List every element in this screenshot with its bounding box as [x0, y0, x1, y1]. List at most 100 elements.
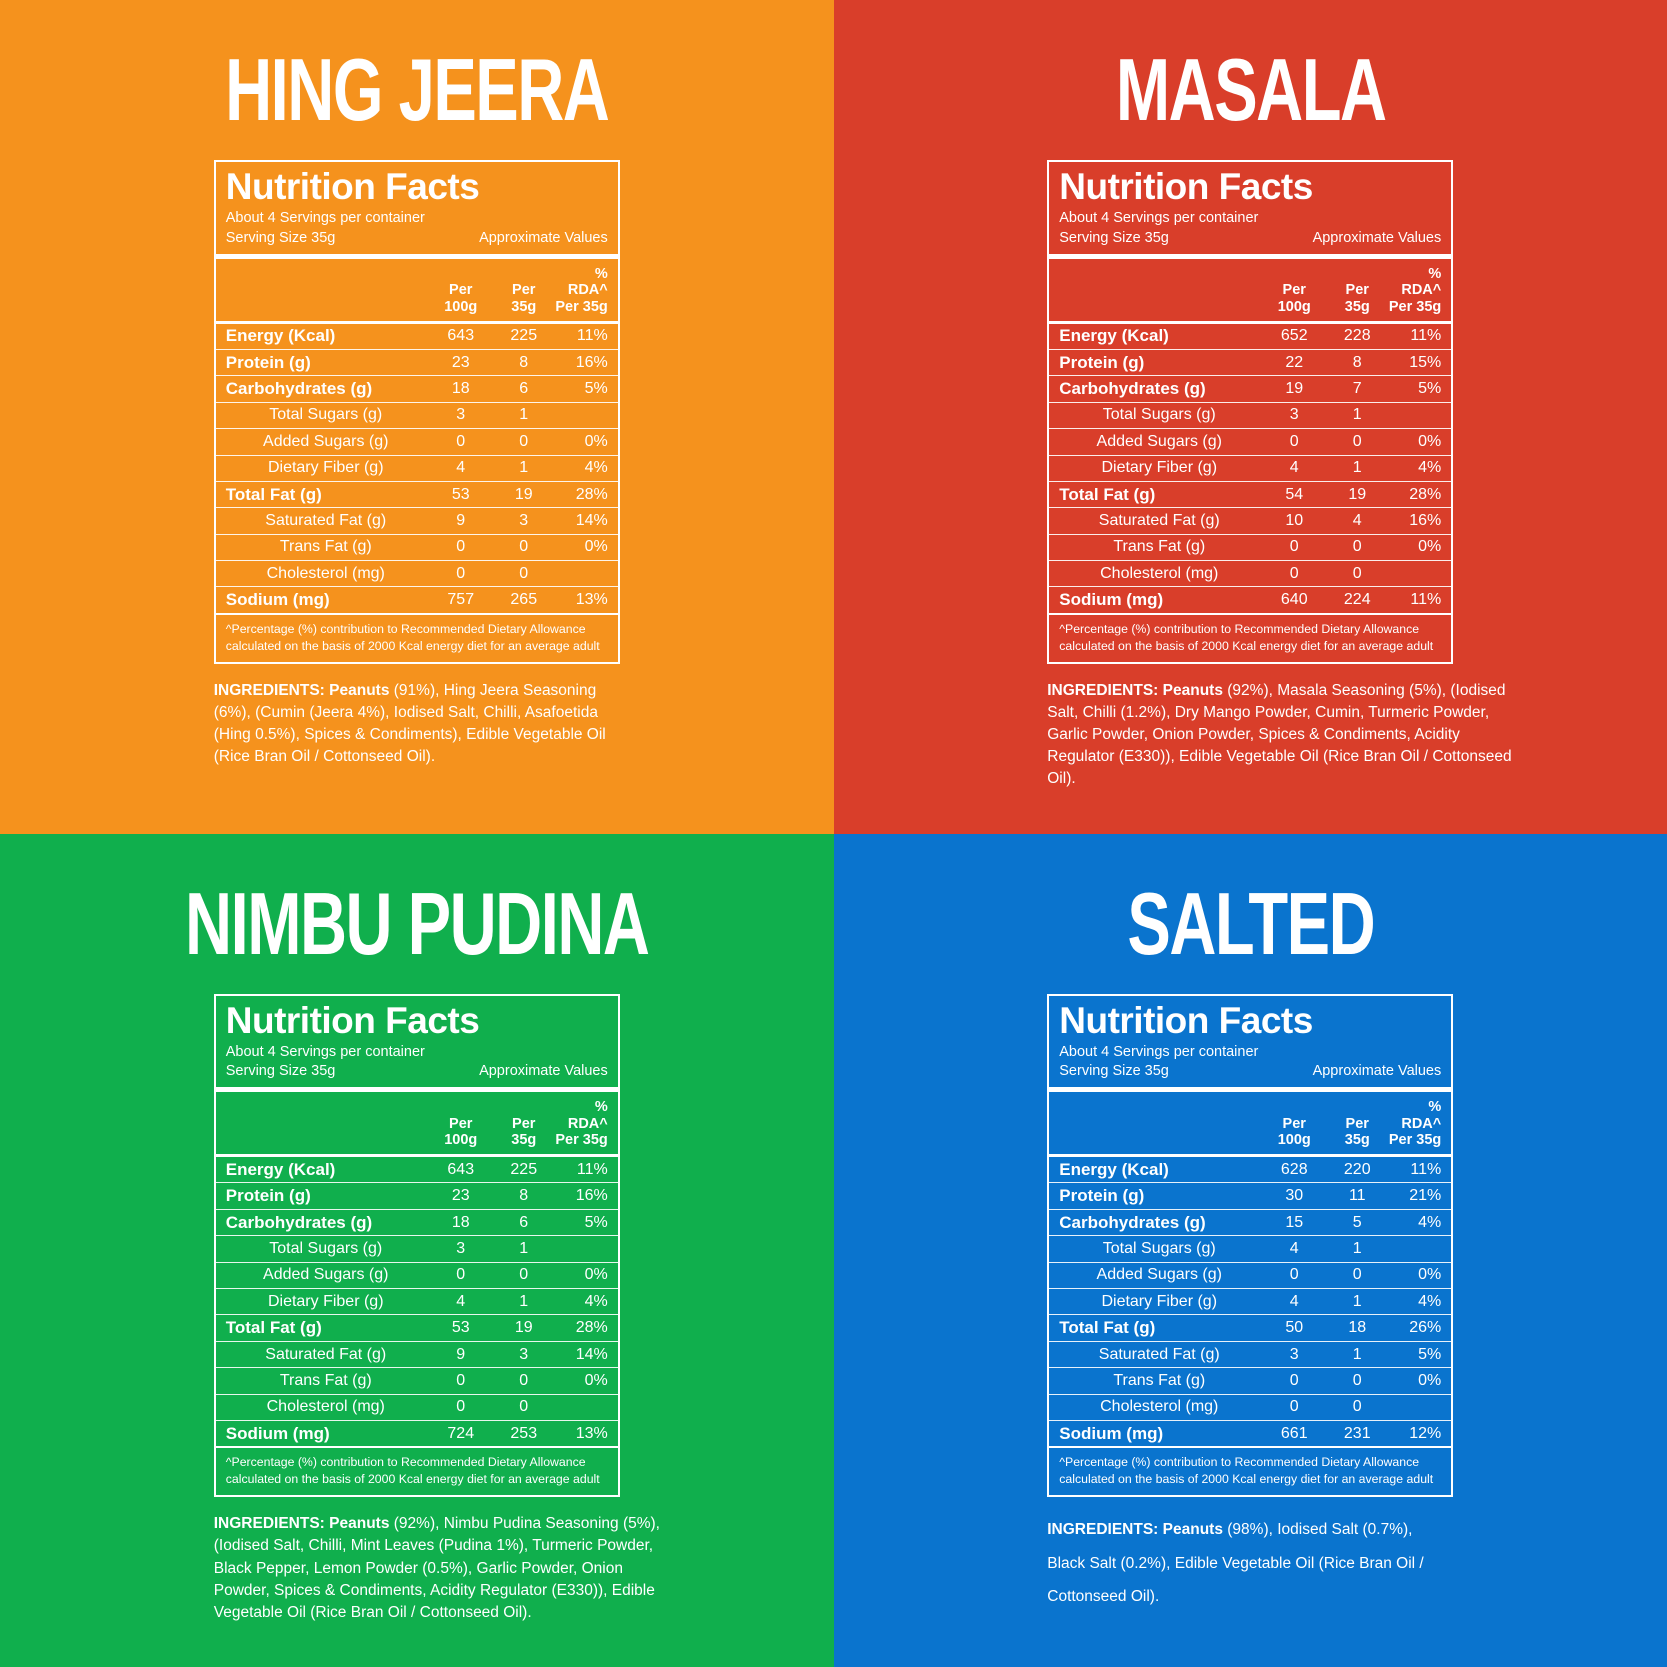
rda-footnote: ^Percentage (%) contribution to Recommen… — [1059, 1455, 1434, 1487]
nutrient-label: Total Sugars (g) — [269, 1239, 383, 1257]
value-rda-per-35g: 16% — [575, 353, 608, 371]
nutrient-label: Carbohydrates (g) — [225, 1212, 373, 1232]
value-per-100g: 4 — [456, 459, 466, 477]
value-per-100g: 4 — [456, 1292, 466, 1310]
rda-footnote: ^Percentage (%) contribution to Recommen… — [225, 1455, 600, 1487]
nutrient-label: Cholesterol (mg) — [1100, 1398, 1219, 1416]
value-per-35g: 0 — [1352, 564, 1362, 582]
value-per-100g: 652 — [1280, 327, 1308, 345]
value-per-35g: 1 — [1352, 1345, 1362, 1363]
nutrient-label: Total Sugars (g) — [1102, 406, 1216, 424]
value-rda-per-35g: 5% — [1418, 1345, 1442, 1363]
nutrition-facts-header: Nutrition Facts About 4 Servings per con… — [216, 162, 618, 254]
ingredients-body: (92%), Nimbu Pudina Seasoning (5%), (Iod… — [213, 1515, 660, 1621]
value-per-100g: 0 — [456, 1398, 466, 1416]
nutrient-row: Cholesterol (mg) 0 0 — [1049, 1395, 1452, 1421]
value-per-100g: 643 — [447, 1160, 475, 1178]
thick-divider-bar — [215, 253, 618, 259]
ingredients-lead: INGREDIENTS: Peanuts — [213, 1515, 390, 1533]
value-rda-per-35g: 0% — [1418, 1371, 1442, 1389]
approximate-values-label: Approximate Values — [479, 1063, 608, 1080]
nutrient-rows: Energy (Kcal) 628 220 11% Protein (g) 30… — [1049, 1157, 1452, 1449]
nutrient-label: Added Sugars (g) — [1096, 432, 1222, 450]
nutrient-row: Added Sugars (g) 0 0 0% — [215, 1263, 618, 1290]
value-rda-per-35g: 14% — [575, 1345, 608, 1363]
value-per-35g: 0 — [1352, 1398, 1362, 1416]
column-header-per-35g: Per 35g — [511, 282, 537, 315]
value-rda-per-35g: 16% — [1409, 512, 1442, 529]
ingredients-body: (92%), Masala Seasoning (5%), (Iodised S… — [1047, 681, 1512, 788]
nutrient-label: Added Sugars (g) — [263, 1266, 389, 1284]
servings-per-container-label: About 4 Servings per container — [225, 1043, 425, 1060]
nutrient-label: Trans Fat (g) — [279, 538, 372, 556]
flavor-title: SALTED — [1126, 873, 1375, 973]
nutrient-row: Dietary Fiber (g) 4 1 4% — [215, 456, 618, 482]
value-rda-per-35g: 11% — [576, 1160, 608, 1178]
nutrient-row: Total Sugars (g) 3 1 — [1049, 403, 1452, 430]
nutrient-row: Sodium (mg) 724 253 13% — [215, 1421, 618, 1449]
rda-footnote: ^Percentage (%) contribution to Recommen… — [1059, 621, 1434, 653]
flavor-title: MASALA — [1115, 40, 1386, 139]
ingredients-body: (91%), Hing Jeera Seasoning (6%), (Cumin… — [213, 681, 606, 766]
value-per-35g: 0 — [519, 1371, 529, 1389]
value-rda-per-35g: 0% — [584, 432, 608, 450]
nutrient-label: Cholesterol (mg) — [266, 1398, 385, 1416]
nutrient-row: Total Fat (g) 54 19 28% — [1049, 482, 1452, 509]
panel-content: Nutrition Facts About 4 Servings per con… — [1047, 993, 1454, 1614]
nutrient-label: Energy (Kcal) — [1059, 1159, 1169, 1179]
value-per-35g: 7 — [1352, 380, 1362, 398]
value-per-100g: 18 — [451, 1213, 470, 1231]
panel-content: Nutrition Facts About 4 Servings per con… — [213, 993, 660, 1625]
value-rda-per-35g: 0% — [1418, 1266, 1442, 1284]
rda-footnote: ^Percentage (%) contribution to Recommen… — [225, 621, 600, 653]
value-per-100g: 757 — [447, 591, 475, 609]
flavor-panel: HING JEERA Nutrition Facts About 4 Servi… — [0, 0, 834, 834]
value-rda-per-35g: 4% — [1418, 1292, 1442, 1310]
value-per-35g: 265 — [510, 591, 538, 609]
value-per-35g: 0 — [1352, 432, 1362, 450]
value-per-35g: 8 — [519, 353, 529, 371]
value-rda-per-35g: 0% — [1418, 432, 1442, 450]
nutrient-row: Protein (g) 22 8 15% — [1049, 350, 1452, 377]
nutrient-label: Protein (g) — [1059, 352, 1145, 372]
value-per-100g: 22 — [1285, 353, 1304, 371]
nutrient-label: Saturated Fat (g) — [1098, 512, 1220, 529]
nutrition-facts-header: Nutrition Facts About 4 Servings per con… — [1049, 162, 1451, 254]
nutrient-row: Trans Fat (g) 0 0 0% — [1049, 535, 1452, 562]
value-per-100g: 4 — [1289, 1239, 1299, 1257]
value-per-35g: 228 — [1343, 327, 1371, 345]
value-rda-per-35g: 11% — [576, 327, 608, 345]
column-header-per-35g: Per 35g — [511, 1115, 537, 1149]
nutrient-row: Energy (Kcal) 643 225 11% — [215, 1157, 618, 1184]
value-per-35g: 6 — [519, 1213, 529, 1231]
nutrient-row: Sodium (mg) 661 231 12% — [1049, 1421, 1452, 1449]
flavor-title: NIMBU PUDINA — [185, 873, 650, 973]
value-per-35g: 0 — [1352, 1371, 1362, 1389]
approximate-values-label: Approximate Values — [1312, 1063, 1442, 1080]
nutrition-facts-table: Nutrition Facts About 4 Servings per con… — [213, 160, 620, 664]
nutrient-row: Energy (Kcal) 652 228 11% — [1049, 324, 1452, 350]
nutrient-row: Carbohydrates (g) 18 6 5% — [215, 1210, 618, 1237]
nutrient-label: Dietary Fiber (g) — [267, 1292, 384, 1310]
nutrient-row: Added Sugars (g) 0 0 0% — [1049, 1263, 1452, 1290]
value-per-100g: 30 — [1285, 1187, 1304, 1205]
value-per-100g: 4 — [1289, 1292, 1299, 1310]
value-per-100g: 3 — [456, 406, 466, 424]
value-per-100g: 18 — [451, 380, 470, 398]
nutrient-label: Cholesterol (mg) — [266, 564, 385, 582]
column-header-row: Per 100g Per 35g % RDA^ Per 35g — [1049, 1092, 1452, 1158]
thick-divider-bar — [215, 1087, 618, 1093]
column-header-rda: % RDA^ Per 35g — [555, 265, 608, 315]
nutrient-label: Trans Fat (g) — [1113, 1371, 1206, 1389]
value-per-100g: 15 — [1285, 1213, 1304, 1231]
value-per-35g: 225 — [510, 1160, 538, 1178]
ingredients-text: INGREDIENTS: Peanuts (92%), Masala Seaso… — [1047, 680, 1525, 791]
nutrition-facts-table: Nutrition Facts About 4 Servings per con… — [1047, 993, 1454, 1498]
nutrition-facts-heading: Nutrition Facts — [1059, 166, 1313, 207]
nutrient-label: Added Sugars (g) — [263, 432, 389, 450]
value-per-100g: 23 — [451, 1187, 470, 1205]
panel-content: Nutrition Facts About 4 Servings per con… — [1047, 160, 1512, 791]
value-per-100g: 0 — [1289, 538, 1299, 556]
nutrient-label: Trans Fat (g) — [1113, 538, 1206, 556]
column-header-row: Per 100g Per 35g % RDA^ Per 35g — [1049, 259, 1452, 324]
